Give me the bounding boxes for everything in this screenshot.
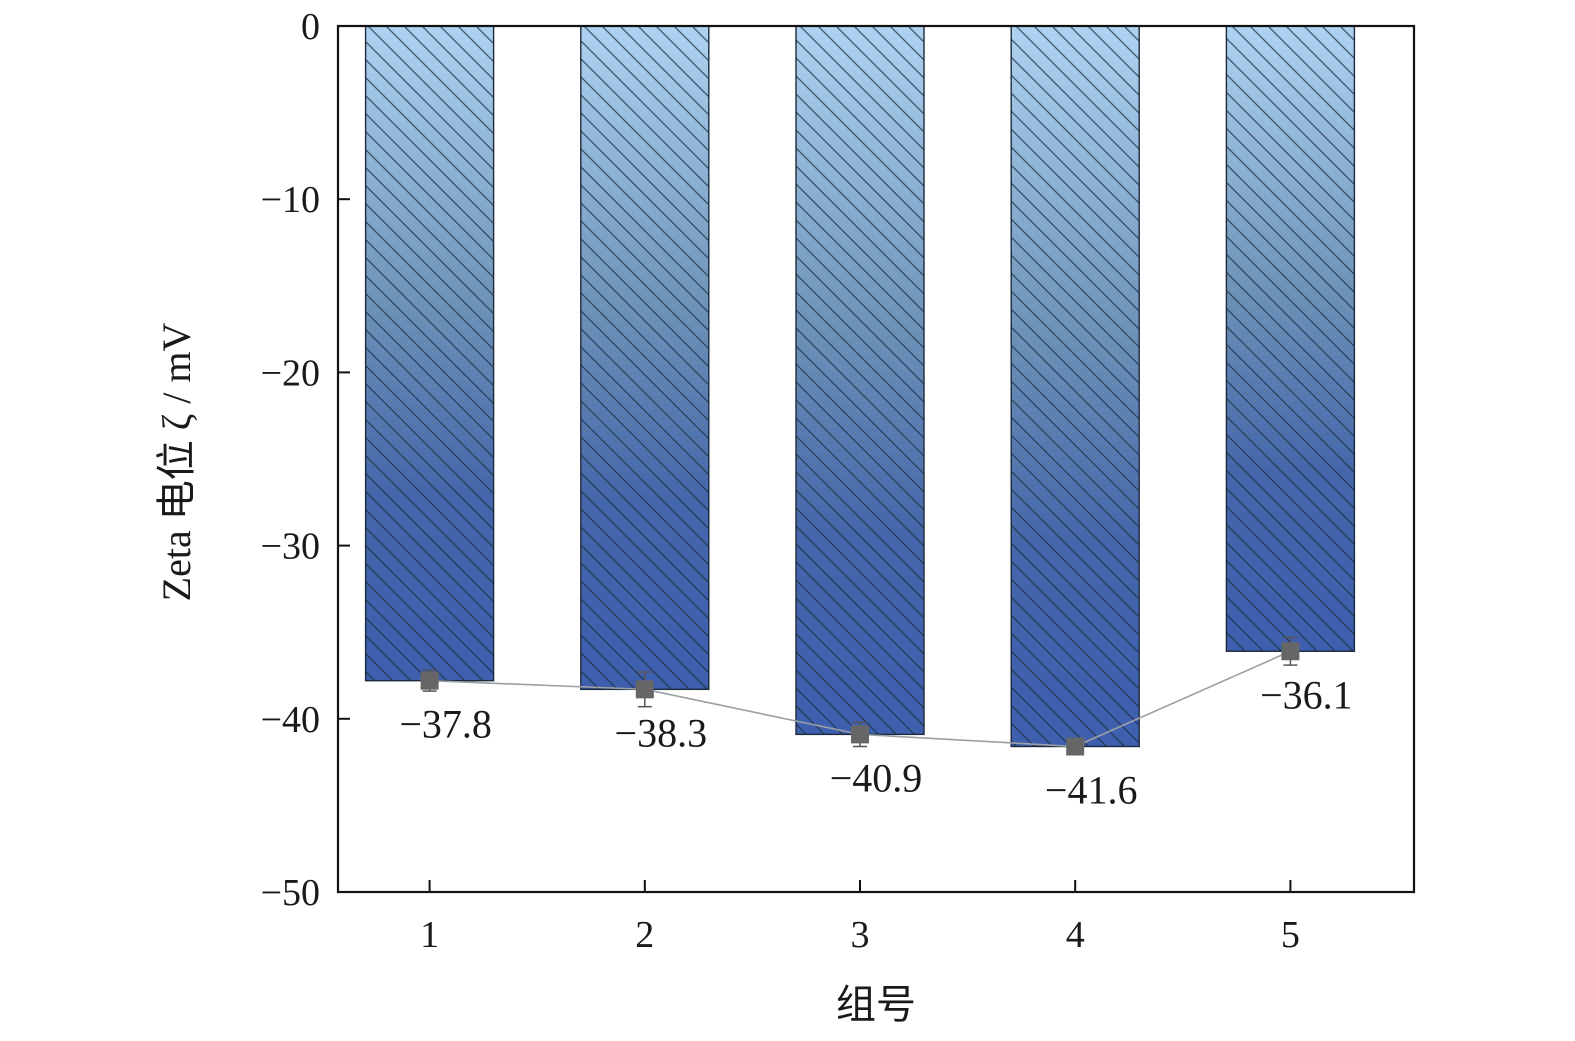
x-tick-label: 3 [851, 914, 870, 956]
x-tick-label: 2 [635, 914, 654, 956]
bar-hatch-5 [1225, 25, 1356, 652]
y-tick-label: −40 [261, 699, 320, 741]
x-tick-label: 5 [1281, 914, 1300, 956]
data-label-3: −40.9 [830, 755, 923, 800]
bars-group [364, 25, 1356, 748]
bar-hatch-2 [580, 25, 710, 691]
y-tick-label: −50 [261, 872, 320, 914]
x-tick-label: 4 [1066, 914, 1085, 956]
y-tick-label: −10 [261, 179, 320, 221]
y-axis: 0 −10 −20 −30 −40 −50 [261, 6, 350, 914]
marker-4 [1066, 737, 1085, 756]
marker-3 [851, 725, 869, 744]
data-label-4: −41.6 [1045, 768, 1138, 813]
y-tick-label: −20 [261, 352, 320, 394]
bar-hatch-1 [364, 25, 495, 682]
x-axis-title: 组号 [836, 982, 916, 1027]
marker-5 [1281, 642, 1300, 661]
markers-group [420, 642, 1300, 756]
data-labels-group: −37.8 −38.3 −40.9 −41.6 −36.1 [399, 672, 1352, 812]
bar-hatch-3 [795, 25, 925, 736]
plot-frame [336, 24, 1416, 894]
y-axis-title: Zeta 电位 ζ / mV [154, 323, 199, 602]
y-tick-label: 0 [301, 6, 320, 48]
y-tick-label: −30 [261, 526, 320, 568]
data-label-5: −36.1 [1260, 672, 1353, 717]
marker-1 [420, 671, 439, 690]
x-axis: 1 2 3 4 5 [420, 880, 1300, 956]
data-label-1: −37.8 [399, 702, 492, 747]
marker-2 [635, 680, 654, 699]
x-tick-label: 1 [420, 914, 439, 956]
data-label-2: −38.3 [615, 710, 708, 755]
bar-hatch-4 [1010, 25, 1140, 748]
